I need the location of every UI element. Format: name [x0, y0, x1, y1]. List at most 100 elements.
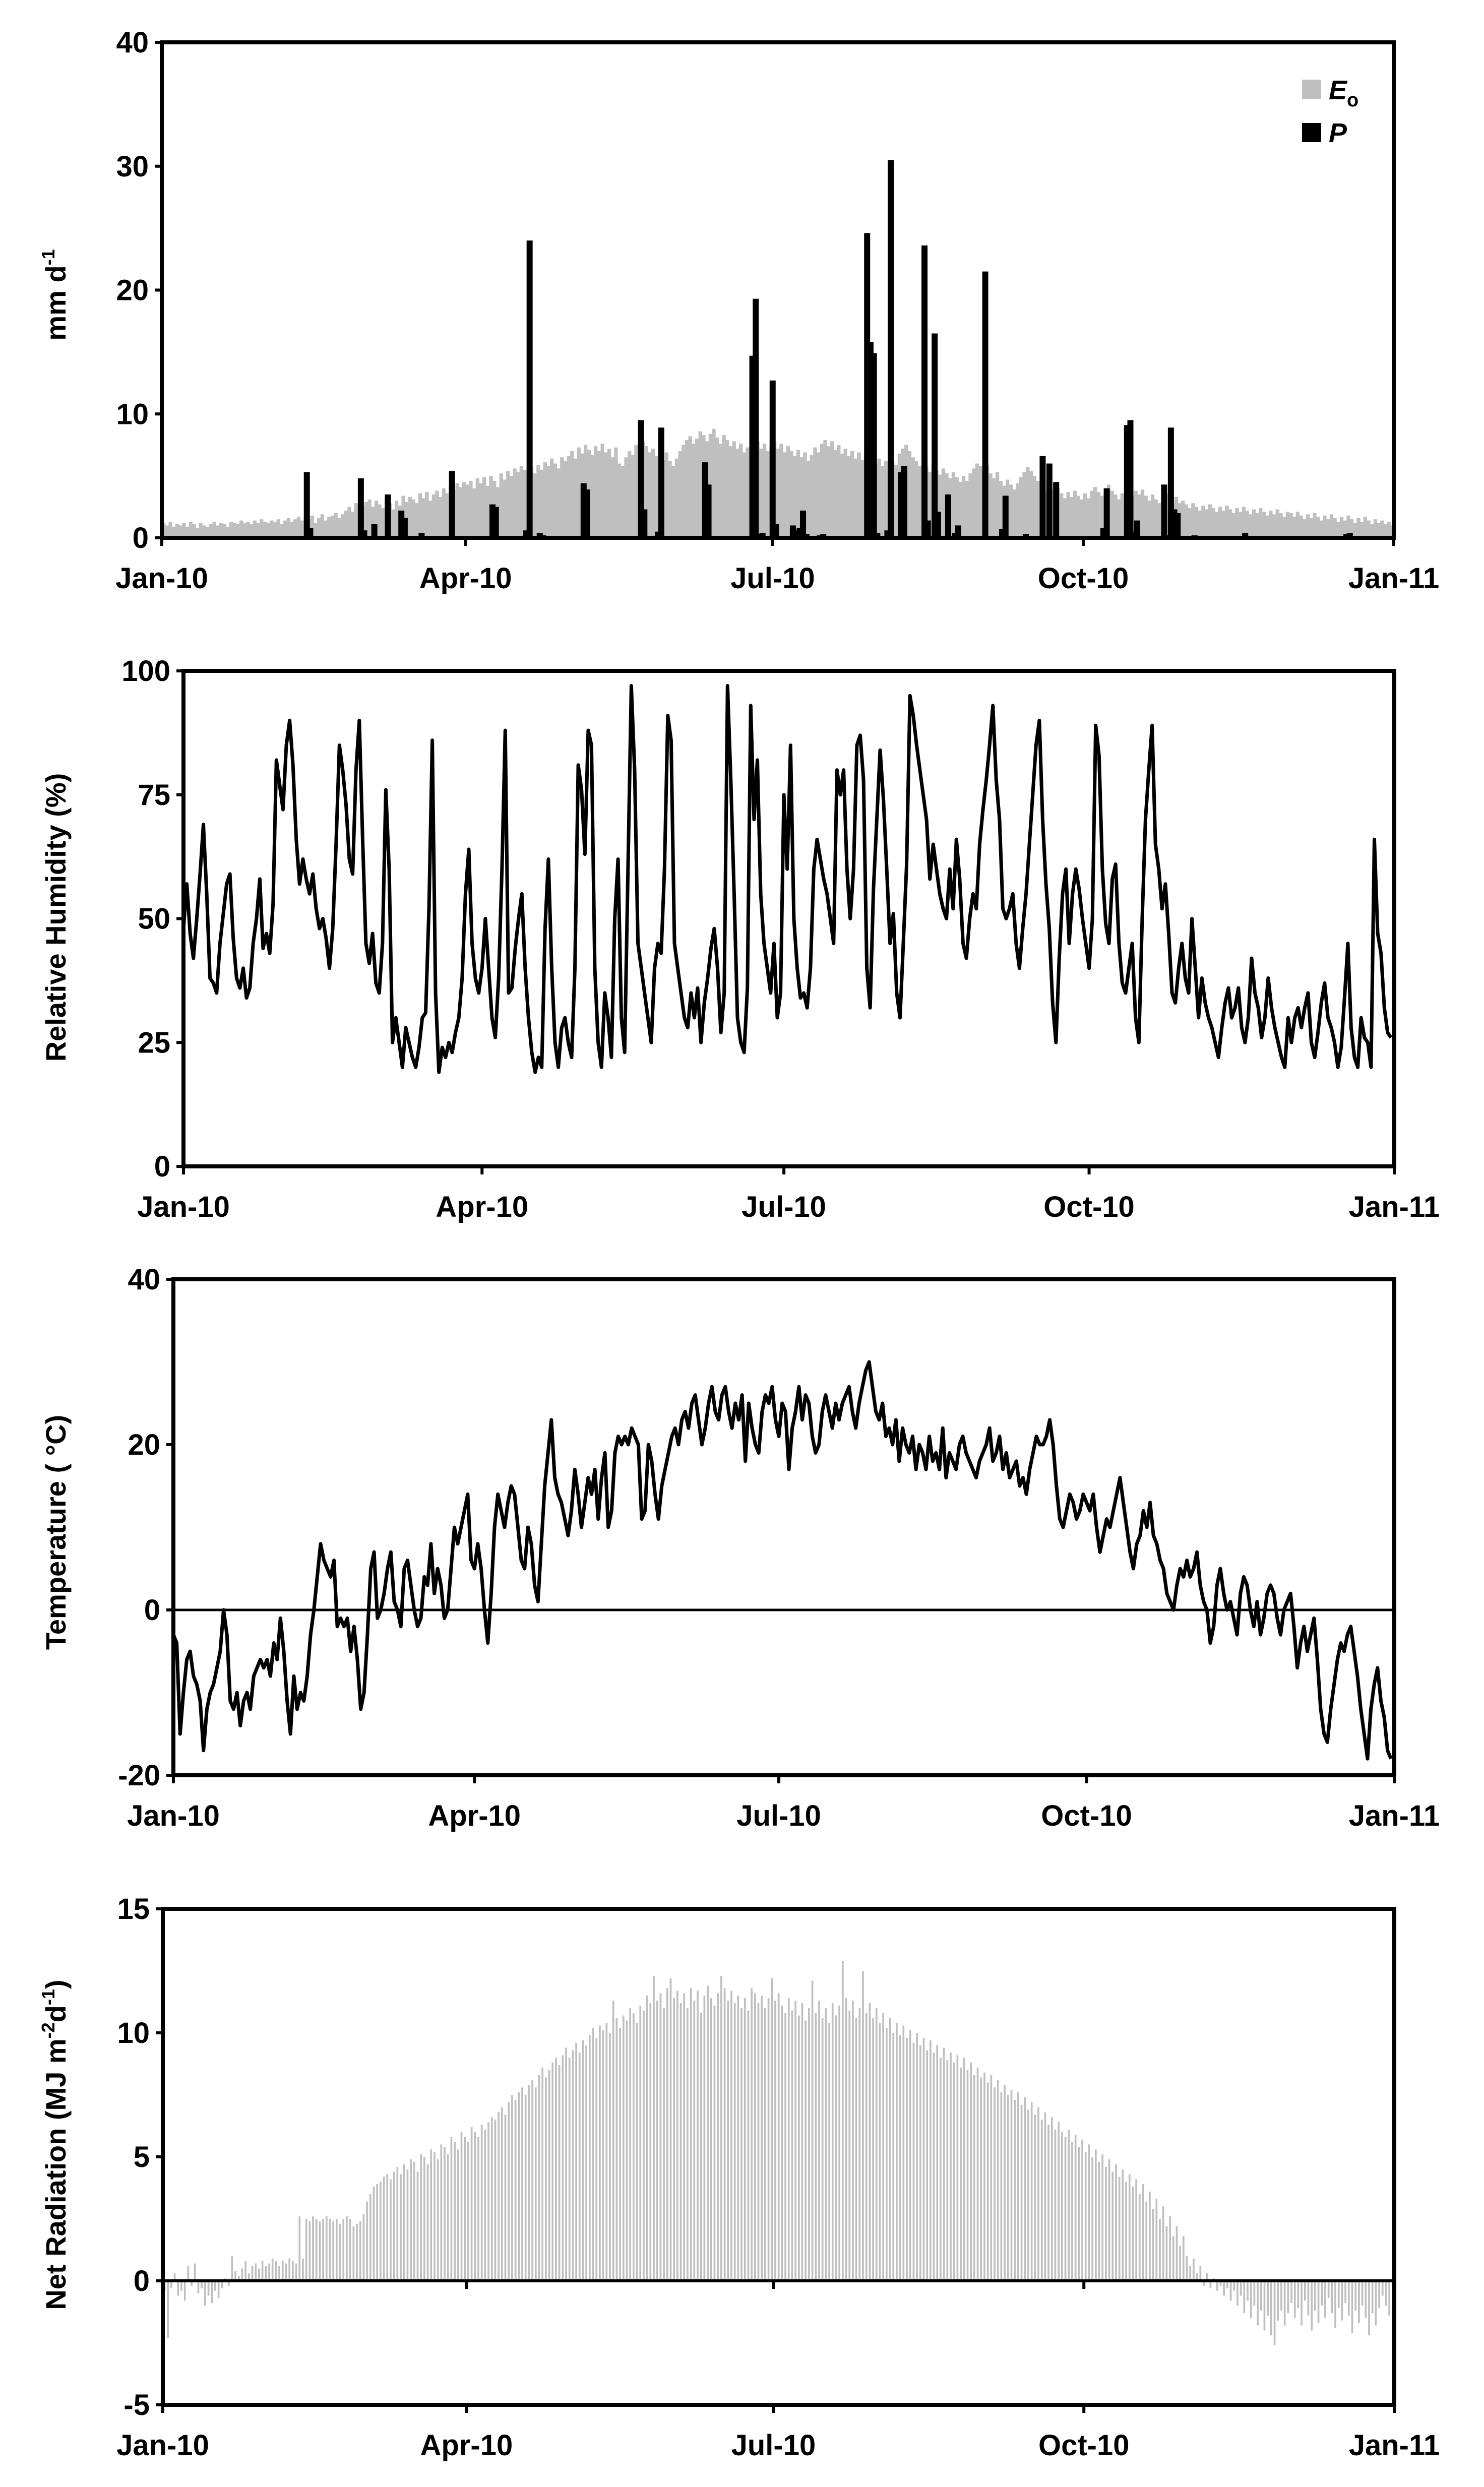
radiation-bar: [1101, 2154, 1104, 2281]
p-bar: [945, 494, 951, 538]
radiation-bar: [1267, 2281, 1269, 2316]
x-tick-label: Jan-10: [137, 1191, 230, 1223]
eo-bar: [270, 520, 274, 538]
x-tick-label: Oct-10: [1038, 2429, 1130, 2462]
eo-bar: [894, 465, 898, 538]
radiation-bar: [1118, 2177, 1121, 2281]
eo-bar: [914, 461, 918, 538]
radiation-bar: [889, 2018, 891, 2281]
eo-bar: [955, 477, 959, 538]
radiation-bar: [852, 2001, 854, 2281]
radiation-bar: [1074, 2134, 1077, 2281]
radiation-bar: [922, 2037, 925, 2281]
eo-bar: [1259, 508, 1263, 538]
eo-bar: [563, 461, 568, 538]
eo-bar: [1060, 493, 1064, 538]
eo-bar: [324, 520, 328, 538]
eo-bar: [907, 451, 912, 538]
eo-bar: [833, 450, 837, 538]
eo-bar: [776, 449, 780, 538]
eo-bar: [347, 507, 351, 538]
eo-bar: [1275, 509, 1279, 538]
radiation-bar: [197, 2281, 200, 2293]
eo-bar: [1383, 524, 1388, 538]
p-bar: [921, 245, 928, 538]
radiation-bar: [292, 2261, 294, 2281]
eo-bar: [1269, 510, 1273, 538]
y-tick-label: 5: [134, 2141, 150, 2173]
p-bar: [641, 509, 648, 538]
radiation-bar: [622, 2015, 625, 2281]
radiation-bar: [572, 2050, 574, 2281]
eo-bar: [1208, 504, 1212, 538]
eo-bar: [1306, 514, 1310, 538]
radiation-bar: [1247, 2281, 1249, 2301]
eo-bar: [459, 487, 463, 538]
eo-bar: [1289, 513, 1293, 538]
radiation-bar: [393, 2171, 395, 2281]
radiation-bar: [990, 2075, 993, 2281]
radiation-bar: [1311, 2281, 1313, 2331]
radiation-bar: [781, 2005, 783, 2281]
radiation-bar: [605, 2023, 608, 2281]
eo-bar: [276, 519, 280, 538]
radiation-bar: [1257, 2281, 1259, 2326]
radiation-bar: [646, 1996, 648, 2281]
eo-bar: [1070, 496, 1074, 538]
radiation-bar: [1381, 2281, 1384, 2296]
eo-bar: [479, 483, 483, 538]
eo-bar: [465, 484, 469, 538]
radiation-bar: [423, 2157, 425, 2281]
plot-frame: [171, 1277, 1396, 1777]
radiation-bar: [683, 1993, 686, 2281]
radiation-bar: [997, 2080, 999, 2281]
eo-bar: [1026, 467, 1030, 538]
y-tick-label: 0: [134, 2265, 150, 2297]
radiation-bar: [406, 2169, 409, 2281]
radiation-bar: [1203, 2281, 1205, 2286]
eo-bar: [779, 444, 783, 538]
radiation-bar: [757, 2003, 760, 2281]
radiation-bar: [1172, 2236, 1174, 2281]
eo-bar: [367, 499, 372, 538]
eo-bar: [793, 456, 797, 538]
radiation-bar: [973, 2075, 975, 2281]
radiation-bar: [592, 2028, 594, 2281]
radiation-bar: [1020, 2104, 1023, 2281]
radiation-bar: [305, 2219, 307, 2281]
radiation-bar: [380, 2182, 382, 2281]
y-axis-title: Net Radiation (MJ m-2d-1): [38, 1979, 72, 2310]
radiation-bar: [764, 2008, 766, 2281]
eo-bar: [1299, 515, 1303, 538]
eo-bar: [941, 468, 946, 538]
radiation-bar: [325, 2216, 328, 2281]
eo-bar: [1265, 515, 1269, 538]
eo-bar: [1323, 515, 1327, 538]
y-tick-label: 40: [116, 26, 149, 59]
eo-bar: [182, 523, 186, 538]
radiation-bar: [1091, 2157, 1093, 2281]
radiation-bar: [396, 2166, 399, 2281]
eo-bar: [678, 451, 682, 538]
legend-swatch-eo: [1302, 80, 1321, 99]
p-bar: [773, 524, 779, 538]
y-tick-label: 10: [117, 2017, 150, 2049]
eo-bar: [762, 444, 767, 538]
eo-bar: [266, 523, 270, 538]
radiation-bar: [201, 2281, 203, 2288]
radiation-bar: [1385, 2281, 1387, 2306]
eo-bar: [688, 436, 692, 538]
radiation-bar: [673, 1998, 675, 2281]
radiation-bar: [659, 1993, 662, 2281]
eo-bar: [485, 485, 490, 538]
radiation-bar: [838, 2005, 840, 2281]
eo-bar: [718, 444, 723, 538]
eo-bar: [280, 524, 284, 538]
radiation-bar: [1233, 2281, 1235, 2291]
eo-bar: [1036, 480, 1040, 538]
y-ticks: 0 10 20 30 40: [116, 26, 162, 554]
radiation-bar: [1301, 2281, 1303, 2326]
radiation-bar: [322, 2219, 324, 2281]
eo-bar: [1063, 498, 1067, 538]
radiation-bar: [707, 1985, 709, 2281]
